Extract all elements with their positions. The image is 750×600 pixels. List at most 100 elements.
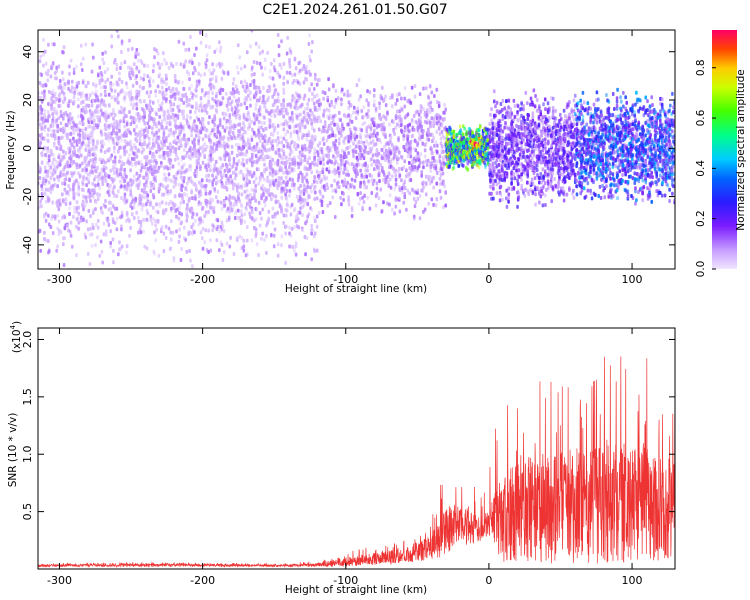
spectrogram-cell [138, 173, 142, 178]
spectrogram-cell [204, 228, 207, 233]
spectrogram-cell [165, 125, 168, 130]
spectrogram-cell [118, 71, 121, 76]
spectrogram-cell [215, 91, 219, 96]
spectrogram-cell [413, 84, 417, 89]
spectrogram-cell [370, 146, 374, 151]
spectrogram-cell [254, 184, 258, 189]
spectrogram-cell [443, 136, 446, 141]
spectrogram-cell [212, 68, 216, 73]
spectrogram-cell [443, 102, 446, 107]
spectrogram-cell [365, 129, 368, 134]
spectrogram-cell [72, 130, 76, 135]
spectrogram-cell [235, 142, 238, 147]
spectrogram-cell [58, 78, 62, 83]
spectrogram-cell [129, 190, 133, 195]
spectrogram-cell [169, 131, 173, 136]
spectrogram-cell [134, 117, 137, 122]
spectrogram-cell [229, 119, 232, 124]
spectrogram-cell [301, 213, 304, 218]
spectrogram-cell [360, 109, 364, 114]
spectrogram-cell [313, 76, 317, 81]
spectrogram-cell [315, 169, 319, 174]
spectrogram-cell [143, 114, 147, 119]
spectrogram-cell [288, 193, 291, 198]
spectrogram-cell [82, 175, 85, 180]
spectrogram-cell [442, 149, 445, 154]
spectrogram-cell [199, 130, 203, 135]
spectrogram-cell [174, 146, 177, 151]
spectrogram-cell [293, 72, 297, 77]
spectrogram-cell [372, 93, 376, 98]
spectrogram-cell [195, 154, 198, 159]
spectrogram-cell [51, 112, 54, 117]
spectrogram-cell [349, 138, 353, 143]
spectrogram-cell [69, 233, 73, 238]
spectrogram-cell [346, 145, 350, 150]
spectrogram-cell [139, 99, 143, 104]
spectrogram-cell [410, 120, 414, 125]
spectrogram-cell [375, 181, 379, 186]
spectrogram-cell [261, 49, 264, 54]
spectrogram-cell [88, 261, 92, 266]
spectrogram-cell [218, 122, 222, 127]
spectrogram-cell [292, 167, 296, 172]
spectrogram-cell [288, 58, 291, 63]
spectrogram-cell [367, 108, 370, 113]
spectrogram-cell [409, 154, 413, 159]
spectrogram-cell [68, 111, 72, 116]
spectrogram-cell [156, 218, 160, 223]
spectrogram-cell [38, 59, 42, 64]
spectrogram-cell [148, 110, 152, 115]
spectrogram-cell [148, 136, 151, 141]
spectrogram-cell [95, 169, 98, 174]
spectrogram-cell [274, 138, 278, 143]
spectrogram-cell [239, 80, 243, 85]
spectrogram-cell [79, 94, 83, 99]
spectrogram-cell [248, 122, 251, 127]
spectrogram-cell [366, 164, 369, 169]
spectrogram-cell [391, 104, 394, 109]
spectrogram-cell [125, 81, 128, 86]
spectrogram-cell [254, 133, 258, 138]
spectrogram-cell [199, 146, 202, 151]
spectrogram-cell [122, 162, 126, 167]
spectrogram-cell [366, 168, 369, 173]
spectrogram-cell [333, 122, 336, 127]
spectrogram-cell [182, 148, 186, 153]
spectrogram-cell [423, 154, 427, 159]
spectrogram-cell [96, 182, 100, 187]
spectrogram-cell [109, 229, 113, 234]
spectrogram-cell [104, 85, 107, 90]
spectrogram-cell [339, 118, 342, 123]
spectrogram-cell [89, 152, 92, 157]
spectrogram-cell [257, 167, 260, 172]
spectrogram-cell [347, 202, 351, 207]
spectrogram-cell [125, 199, 128, 204]
spectrogram-cell [63, 215, 67, 220]
spectrogram-cell [178, 103, 181, 108]
spectrogram-cell [355, 134, 359, 139]
spectrogram-cell [215, 63, 219, 68]
spectrogram-cell [82, 217, 85, 222]
spectrogram-cell [258, 112, 262, 117]
spectrogram-cell [219, 45, 223, 50]
spectrogram-cell [134, 145, 137, 150]
spectrogram-cell [294, 66, 298, 71]
spectrogram-cell [336, 96, 340, 101]
spectrogram-cell [182, 116, 186, 121]
spectrogram-cell [145, 105, 149, 110]
spectrogram-cell [151, 107, 154, 112]
spectrogram-cell [82, 194, 85, 199]
spectrogram-cell [265, 234, 268, 239]
spectrogram-cell [128, 233, 131, 238]
spectrogram-cell [85, 109, 88, 114]
spectrogram-cell [47, 42, 50, 47]
spectrogram-cell [43, 128, 46, 133]
spectrogram-cell [267, 187, 271, 192]
spectrogram-cell [47, 168, 51, 173]
spectrogram-cell [194, 68, 197, 73]
spectrogram-cell [66, 170, 69, 175]
spectrogram-cell [352, 141, 355, 146]
spectrogram-cell [207, 228, 210, 233]
spectrogram-cell [42, 52, 45, 57]
